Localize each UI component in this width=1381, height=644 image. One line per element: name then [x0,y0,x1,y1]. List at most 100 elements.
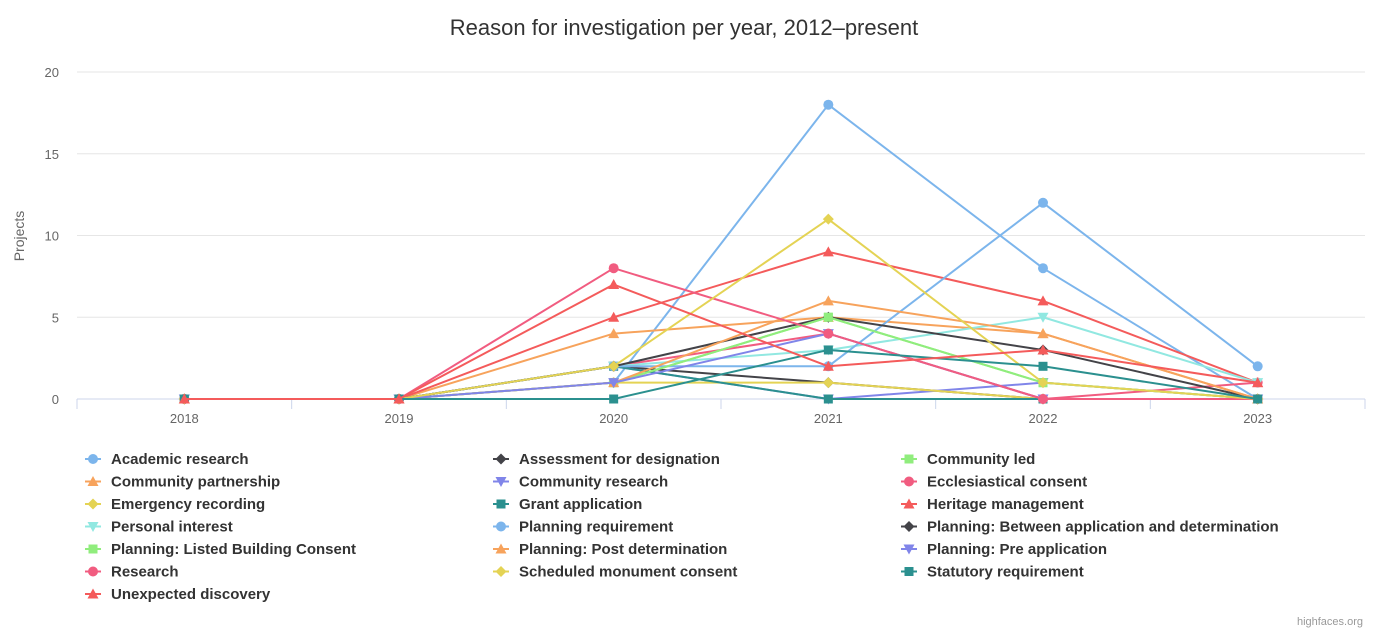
series-line[interactable] [183,218,1259,400]
data-point[interactable] [1253,394,1263,404]
legend-marker[interactable] [904,476,914,487]
y-tick-label: 15 [45,147,59,162]
series-18 [178,279,1264,404]
legend: Academic research Assessment for designat… [85,451,1279,603]
legend-label: Grant application [519,496,642,513]
data-point[interactable] [608,328,620,339]
data-point[interactable] [822,213,834,225]
y-tick-label: 0 [52,392,59,407]
legend-marker[interactable] [496,521,506,532]
data-point[interactable] [823,345,833,355]
legend-item[interactable]: Community partnership [85,474,280,491]
legend-item[interactable]: Community led [901,451,1035,468]
y-axis-title: Projects [11,211,27,262]
data-point[interactable] [608,360,620,372]
data-point[interactable] [609,394,619,404]
data-point[interactable] [822,377,834,389]
chart-title: Reason for investigation per year, 2012–… [450,15,918,40]
legend-marker[interactable] [88,566,98,577]
data-point[interactable] [822,360,834,371]
legend-item[interactable]: Heritage management [901,496,1084,513]
legend-item[interactable]: Grant application [493,496,642,513]
data-point[interactable] [1038,361,1048,371]
data-point[interactable] [393,393,405,404]
legend-marker[interactable] [903,544,915,555]
credit-link[interactable]: highfaces.org [1296,616,1363,628]
legend-item[interactable]: Planning: Listed Building Consent [85,541,356,558]
legend-marker[interactable] [496,499,506,509]
legend-label: Research [111,564,179,581]
legend-label: Planning: Between application and determ… [927,519,1279,536]
x-tick-label: 2021 [814,411,843,426]
data-point[interactable] [608,279,620,290]
series-line[interactable] [183,381,1259,400]
data-point[interactable] [822,295,834,306]
x-tick-label: 2023 [1243,411,1272,426]
data-point[interactable] [1038,394,1048,404]
data-point[interactable] [178,393,190,404]
legend-marker[interactable] [903,521,915,532]
legend-label: Emergency recording [111,496,265,513]
legend-item[interactable]: Academic research [85,451,249,468]
legend-marker[interactable] [495,477,507,487]
data-point[interactable] [1038,197,1048,208]
data-point[interactable] [1252,377,1264,388]
legend-label: Personal interest [111,519,233,536]
data-point[interactable] [1252,361,1263,372]
legend-marker[interactable] [88,544,98,554]
data-point[interactable] [1037,328,1049,339]
data-point[interactable] [823,394,833,404]
data-point[interactable] [823,312,833,322]
legend-label: Community research [519,474,668,491]
legend-item[interactable]: Community research [493,474,668,491]
legend-item[interactable]: Assessment for designation [493,451,720,468]
data-point[interactable] [1037,295,1049,306]
data-point[interactable] [1038,263,1048,274]
data-point[interactable] [608,311,620,322]
legend-item[interactable]: Personal interest [85,519,233,536]
x-tick-label: 2022 [1029,411,1058,426]
legend-item[interactable]: Statutory requirement [901,564,1084,581]
legend-item[interactable]: Planning requirement [493,519,673,536]
legend-marker[interactable] [87,588,99,599]
legend-label: Scheduled monument consent [519,564,737,581]
data-point[interactable] [1037,377,1049,389]
series-line[interactable] [183,283,1259,400]
legend-item[interactable]: Emergency recording [85,496,265,513]
legend-marker[interactable] [87,476,99,486]
legend-marker[interactable] [904,567,914,576]
legend-label: Planning: Listed Building Consent [111,541,356,558]
y-tick-label: 10 [45,229,59,244]
legend-marker[interactable] [495,566,507,577]
data-point[interactable] [1037,312,1049,323]
legend-marker[interactable] [87,522,99,532]
data-point[interactable] [608,378,620,389]
legend-marker[interactable] [903,498,915,509]
legend-item[interactable]: Planning: Post determination [493,541,727,558]
legend-item[interactable]: Scheduled monument consent [493,564,737,581]
data-point[interactable] [608,263,619,274]
legend-item[interactable]: Planning: Pre application [901,541,1107,558]
data-point[interactable] [822,246,834,257]
data-point[interactable] [823,328,834,339]
legend-marker[interactable] [87,498,99,510]
legend-marker[interactable] [904,454,914,464]
legend-marker[interactable] [88,454,98,464]
series-lines [178,99,1264,405]
grid-lines [77,71,1365,318]
x-tick-label: 2018 [170,411,199,426]
legend-label: Planning: Post determination [519,541,727,558]
legend-label: Academic research [111,451,249,468]
legend-item[interactable]: Planning: Between application and determ… [901,519,1279,536]
series-7 [179,361,1263,404]
data-point[interactable] [823,99,834,110]
legend-item[interactable]: Unexpected discovery [85,586,271,603]
legend-item[interactable]: Ecclesiastical consent [901,474,1087,491]
series-line[interactable] [183,103,1259,400]
data-point[interactable] [1037,344,1049,355]
legend-label: Planning requirement [519,519,673,536]
legend-marker[interactable] [495,543,507,554]
legend-marker[interactable] [495,453,507,465]
legend-item[interactable]: Research [85,564,179,581]
